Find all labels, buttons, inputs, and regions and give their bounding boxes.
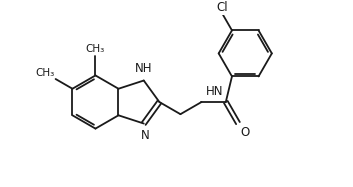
Text: O: O (240, 126, 250, 139)
Text: N: N (141, 129, 150, 142)
Text: Cl: Cl (216, 1, 228, 13)
Text: CH₃: CH₃ (35, 68, 54, 78)
Text: NH: NH (135, 62, 152, 75)
Text: HN: HN (205, 85, 223, 98)
Text: CH₃: CH₃ (86, 44, 105, 54)
